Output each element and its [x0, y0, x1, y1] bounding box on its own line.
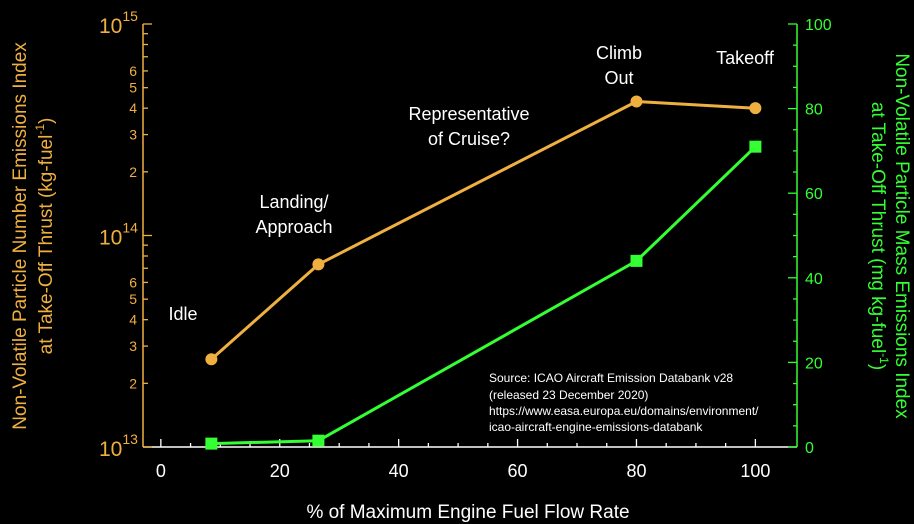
- right-tick-label-0: 0: [805, 440, 814, 457]
- right-tick-label-100: 100: [805, 17, 832, 34]
- right-tick-label-20: 20: [805, 355, 823, 372]
- left-axis-label-sup: -1: [33, 124, 47, 135]
- x-tick-label-20: 20: [270, 461, 290, 481]
- left-tick-label-3e14: 3: [129, 127, 137, 143]
- left-tick-label-exponent: 14: [122, 220, 138, 236]
- right-axis-label-close: ): [867, 364, 888, 370]
- series-right-point-0: [205, 437, 218, 450]
- series-left-point-2: [630, 95, 643, 108]
- annotation-landing-line2: Approach: [255, 217, 332, 237]
- right-axis-label-line1: Non-Volatile Particle Mass Emissions Ind…: [891, 53, 912, 419]
- right-tick-label-40: 40: [805, 271, 823, 288]
- series-right-line: [211, 145, 757, 446]
- series-layer: [205, 95, 762, 450]
- left-tick-label-1e14: 1014: [99, 220, 138, 250]
- right-axis-label-line2: at Take-Off Thrust (mg kg-fuel-1): [867, 102, 891, 370]
- source-line-1: Source: ICAO Aircraft Emission Databank …: [489, 371, 733, 385]
- series-left-line: [210, 100, 756, 361]
- right-tick-label-60: 60: [805, 186, 823, 203]
- left-axis-label-close: ): [36, 118, 57, 124]
- right-axis-label-line2-text: at Take-Off Thrust (mg kg-fuel: [867, 102, 888, 353]
- x-tick-label-80: 80: [626, 461, 646, 481]
- left-tick-label-5e14: 5: [129, 80, 137, 96]
- annotation-climb-line2: Out: [604, 68, 633, 88]
- left-axis-label-line2: at Take-Off Thrust (kg-fuel-1): [33, 118, 57, 355]
- left-tick-label-6e13: 6: [129, 274, 137, 290]
- series-left-point-3: [749, 102, 762, 115]
- left-tick-label-exponent: 15: [122, 8, 138, 24]
- left-axis-label-line1: Non-Volatile Particle Number Emissions I…: [10, 42, 31, 430]
- annotation-idle: Idle: [168, 304, 197, 324]
- left-tick-label-base: 10: [99, 227, 122, 250]
- left-tick-label-exponent: 13: [122, 431, 138, 447]
- left-tick-label-6e14: 6: [129, 63, 137, 79]
- left-tick-label-4e13: 4: [129, 312, 137, 328]
- left-tick-label-base: 10: [99, 438, 122, 461]
- left-tick-label-5e13: 5: [129, 291, 137, 307]
- left-tick-label-1e13: 1013: [99, 431, 138, 461]
- source-line-4: icao-aircraft-engine-emissions-databank: [489, 420, 703, 434]
- left-axis-label-line2-text: at Take-Off Thrust (kg-fuel: [36, 135, 57, 355]
- left-tick-label-3e13: 3: [129, 338, 137, 354]
- annotation-landing-line1: Landing/: [259, 192, 328, 212]
- series-right-point-1: [312, 434, 325, 447]
- source-line-2: (released 23 December 2020): [489, 388, 648, 402]
- series-right-point-2: [630, 254, 643, 267]
- series-left-point-1: [312, 258, 325, 271]
- annotation-cruise-line2: of Cruise?: [428, 129, 510, 149]
- left-tick-label-4e14: 4: [129, 100, 137, 116]
- x-axis-ticks: 0 20 40 60 80 100: [156, 439, 770, 481]
- right-tick-label-80: 80: [805, 102, 823, 119]
- left-tick-label-base: 10: [99, 15, 122, 38]
- left-tick-label-1e15: 1015: [99, 8, 138, 38]
- annotation-cruise-line1: Representative: [408, 104, 529, 124]
- series-left-point-0: [205, 353, 218, 366]
- x-tick-label-0: 0: [156, 461, 166, 481]
- right-axis-ticks: 0 20 40 60 80 100: [788, 17, 832, 457]
- annotation-takeoff: Takeoff: [716, 48, 775, 68]
- x-tick-label-60: 60: [508, 461, 528, 481]
- x-axis-label: % of Maximum Engine Fuel Flow Rate: [306, 502, 629, 523]
- left-tick-label-2e14: 2: [129, 164, 137, 180]
- right-axis-label-sup: -1: [877, 353, 891, 364]
- x-tick-label-100: 100: [740, 461, 770, 481]
- source-line-3: https://www.easa.europa.eu/domains/envir…: [489, 404, 759, 418]
- series-right-point-3: [749, 140, 762, 153]
- annotation-climb-line1: Climb: [596, 43, 642, 63]
- left-tick-label-2e13: 2: [129, 375, 137, 391]
- x-tick-label-40: 40: [389, 461, 409, 481]
